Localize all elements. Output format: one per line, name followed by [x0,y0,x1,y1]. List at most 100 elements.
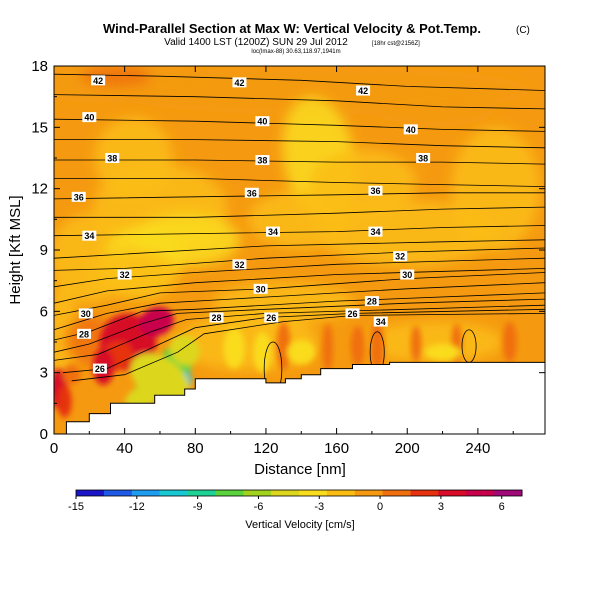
theta-contour-label: 34 [268,227,278,237]
theta-contour-label: 38 [418,154,428,164]
theta-contour-label: 36 [370,186,380,196]
theta-contour-label: 30 [402,270,412,280]
theta-contour-line [54,282,545,331]
theta-contour-line [54,94,545,110]
theta-contour-label-group: 42 [232,77,247,88]
theta-label-box [232,259,247,270]
theta-contour-label-group: 32 [393,251,408,262]
colorbar-swatch [410,490,439,496]
y-tick-label: 18 [31,58,48,75]
colorbar-swatch [131,490,161,496]
theta-contour-label-group: 30 [253,283,268,294]
colorbar-frame [75,489,523,497]
theta-contour-line [54,304,545,361]
theta-contour-label-group: 42 [91,75,106,86]
theta-contour-line [54,257,545,288]
colorbar-tick-label: -12 [129,501,145,513]
x-tick-label: 0 [50,440,58,457]
colorbar-swatch [354,490,384,496]
chart-subtitle: Valid 1400 LST (1200Z) SUN 29 Jul 2012 [164,37,348,48]
colorbar-swatch [382,490,411,496]
velocity-patch [139,306,174,337]
velocity-patch [57,384,72,418]
y-tick-label: 0 [40,426,48,443]
colorbar-tick-label: -6 [254,501,264,513]
colorbar-swatch [299,490,328,496]
y-tick-label: 15 [31,119,48,136]
theta-contour-label-group: 34 [373,316,388,327]
theta-contour-label-group: 32 [117,269,132,280]
velocity-patch [370,321,385,371]
chart-title-badge: (C) [516,25,530,36]
colorbar-tick-label: -9 [193,501,203,513]
theta-contour-label-group: 36 [244,187,259,198]
colorbar-swatch [243,490,272,496]
theta-contour-line [54,298,545,353]
velocity-patch [212,282,355,324]
theta-label-box [373,316,388,327]
colorbar-tick-label: -3 [314,501,324,513]
theta-label-box [105,153,120,163]
theta-contour-label: 30 [256,284,266,294]
y-tick-label: 12 [31,181,48,198]
theta-contour-label-group: 34 [368,226,383,237]
theta-contour-label: 28 [211,313,221,323]
theta-contour-label: 30 [81,309,91,319]
theta-label-box [264,312,279,323]
x-tick-label: 160 [324,440,349,457]
theta-label-box [77,328,92,339]
theta-contour-label-group: 38 [105,153,120,164]
y-tick-label: 3 [40,365,48,382]
theta-contour-label-group: 30 [78,308,93,319]
theta-contour-label-group: 38 [416,153,431,164]
velocity-patch [287,339,316,365]
theta-label-box [253,283,268,294]
y-tick-label: 9 [40,242,48,259]
theta-label-box [393,251,408,262]
velocity-patch [253,331,272,373]
colorbar-tick-label: 6 [499,501,505,513]
chart-subtitle-note: [18hr cst@2156Z] [372,41,420,47]
theta-label-box [92,363,107,374]
theta-contour-label-group: 40 [255,116,270,127]
theta-label-box [255,116,270,127]
theta-contour-label-group: 28 [77,328,92,339]
theta-label-box [356,85,371,96]
theta-contour-label-group: 26 [92,363,107,374]
theta-label-box [368,185,383,196]
theta-label-box [266,226,281,237]
theta-contour-line [54,272,545,316]
theta-contour-label-group: 32 [232,259,247,270]
x-tick-label: 120 [253,440,278,457]
colorbar-tick-label: -15 [68,501,84,513]
theta-label-box [368,226,383,237]
chart-title: Wind-Parallel Section at Max W: Vertical… [103,21,481,36]
theta-contour-label: 32 [395,252,405,262]
theta-label-box [82,112,97,123]
theta-contour-label: 40 [84,113,94,123]
theta-contour-label: 42 [358,86,368,96]
theta-contour-label: 28 [367,297,377,307]
theta-label-box [255,155,270,166]
colorbar-tick-label: 0 [377,501,383,513]
velocity-patch [89,250,178,300]
theta-label-box [416,153,431,163]
colorbar-swatch [103,490,133,496]
theta-contour-label: 38 [257,156,267,166]
chart-subtitle-small: loc(lmax-88) 30.63,118.97,1941m [251,49,340,55]
theta-contour-label-group: 26 [264,312,279,323]
theta-contour-label: 32 [234,260,244,270]
theta-label-box [209,312,224,323]
colorbar-swatch [438,490,467,496]
theta-label-box [117,269,132,280]
velocity-patch [363,321,505,363]
theta-label-box [232,77,247,88]
theta-contour-label: 28 [79,329,89,339]
theta-contour-label-group: 36 [71,191,86,202]
theta-contour-label: 38 [107,154,117,164]
theta-contour-label: 26 [266,313,276,323]
theta-contour-label: 42 [93,76,103,86]
velocity-patch [276,321,291,371]
theta-label-box [403,124,418,135]
theta-contour-label: 26 [95,364,105,374]
